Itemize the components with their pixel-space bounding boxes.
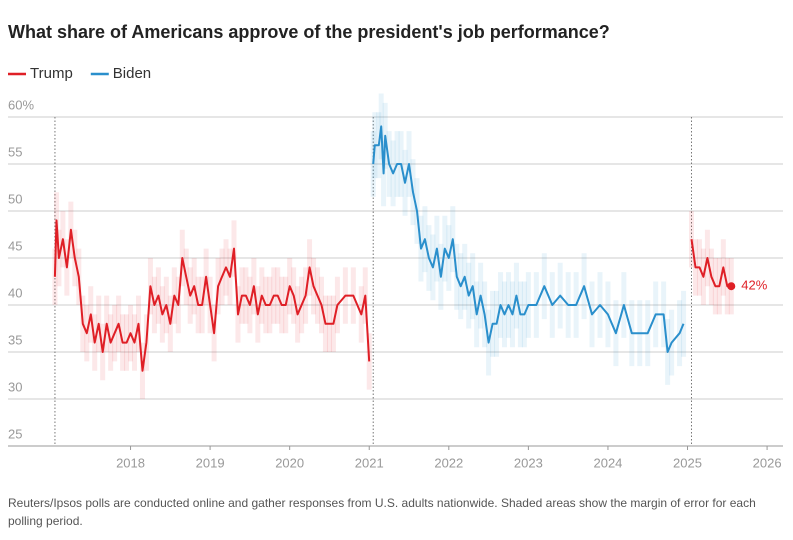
y-tick-label: 40 — [8, 285, 22, 300]
end-label: 42% — [741, 278, 767, 293]
x-tick-label: 2018 — [116, 455, 145, 470]
x-tick-label: 2019 — [196, 455, 225, 470]
x-tick-label: 2025 — [673, 455, 702, 470]
series-line — [53, 219, 732, 372]
x-tick-label: 2023 — [514, 455, 543, 470]
footnote: Reuters/Ipsos polls are conducted online… — [8, 496, 756, 528]
x-tick-label: 2020 — [275, 455, 304, 470]
y-tick-label: 50 — [8, 191, 22, 206]
x-tick-label: 2024 — [593, 455, 622, 470]
legend-label: Trump — [30, 65, 73, 82]
x-tick-label: 2021 — [355, 455, 384, 470]
y-tick-label: 35 — [8, 332, 22, 347]
y-tick-label: 25 — [8, 426, 22, 441]
chart: What share of Americans approve of the p… — [8, 22, 783, 470]
chart-title: What share of Americans approve of the p… — [8, 22, 610, 42]
y-tick-label: 55 — [8, 144, 22, 159]
x-tick-label: 2026 — [753, 455, 782, 470]
series-line — [372, 125, 685, 353]
x-tick-label: 2022 — [434, 455, 463, 470]
legend-label: Biden — [113, 65, 151, 82]
end-point — [727, 282, 736, 291]
y-tick-label: 45 — [8, 238, 22, 253]
y-tick-label: 60% — [8, 97, 34, 112]
y-tick-label: 30 — [8, 379, 22, 394]
